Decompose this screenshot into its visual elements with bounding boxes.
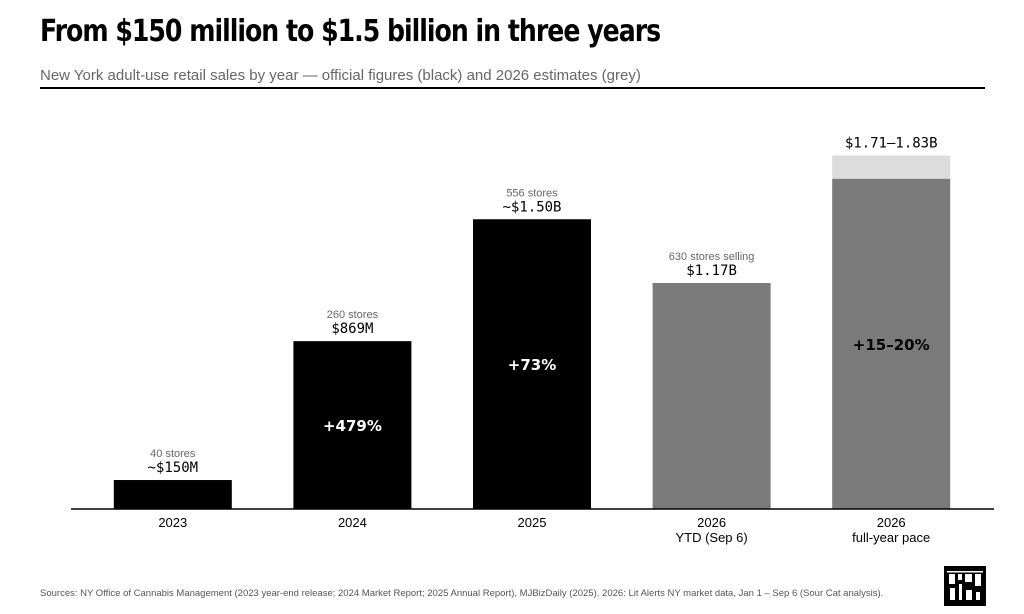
chart-title: From $150 million to $1.5 billion in thr…: [40, 14, 661, 49]
chart-subtitle: New York adult-use retail sales by year …: [40, 67, 641, 84]
store-count-label: 40 stores: [150, 448, 196, 460]
value-label: $1.17B: [686, 263, 737, 279]
x-tick-label: 2024: [338, 515, 367, 530]
x-tick-label: 2023: [158, 515, 187, 530]
bar: [832, 178, 951, 509]
x-tick-label: 2026: [697, 515, 726, 530]
x-tick-label: YTD (Sep 6): [675, 530, 747, 545]
x-tick-label: 2025: [518, 515, 547, 530]
title-rule: [40, 87, 985, 89]
brand-logo-icon: [944, 566, 986, 606]
value-label: ~$150M: [148, 460, 199, 476]
store-count-label: 556 stores: [506, 187, 558, 199]
store-count-label: 630 stores selling: [669, 251, 755, 263]
x-tick-label: full-year pace: [852, 530, 930, 545]
sources-note: Sources: NY Office of Cannabis Managemen…: [40, 588, 884, 599]
value-label: ~$1.50B: [502, 199, 561, 215]
growth-label: +73%: [508, 356, 556, 374]
growth-label: +15–20%: [853, 336, 930, 354]
store-count-label: 260 stores: [327, 309, 379, 321]
bar: [113, 480, 232, 509]
value-label: $1.71–1.83B: [845, 136, 938, 152]
range-bar: [832, 155, 951, 179]
growth-label: +479%: [323, 417, 382, 435]
bar: [473, 219, 591, 509]
bar: [293, 341, 412, 509]
x-tick-label: 2026: [877, 515, 906, 530]
value-label: $869M: [331, 321, 373, 337]
bar: [652, 283, 771, 509]
